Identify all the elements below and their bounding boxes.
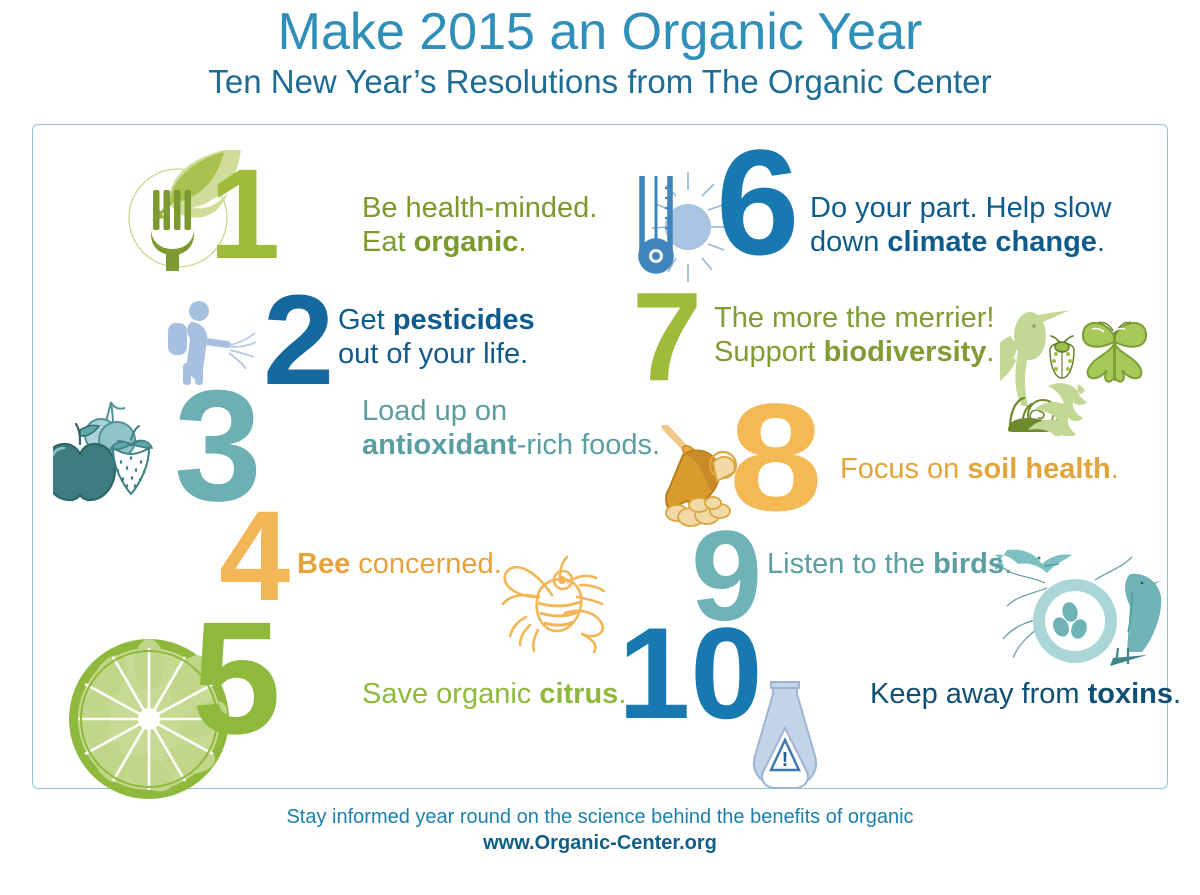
svg-text:!: ! (782, 749, 789, 771)
